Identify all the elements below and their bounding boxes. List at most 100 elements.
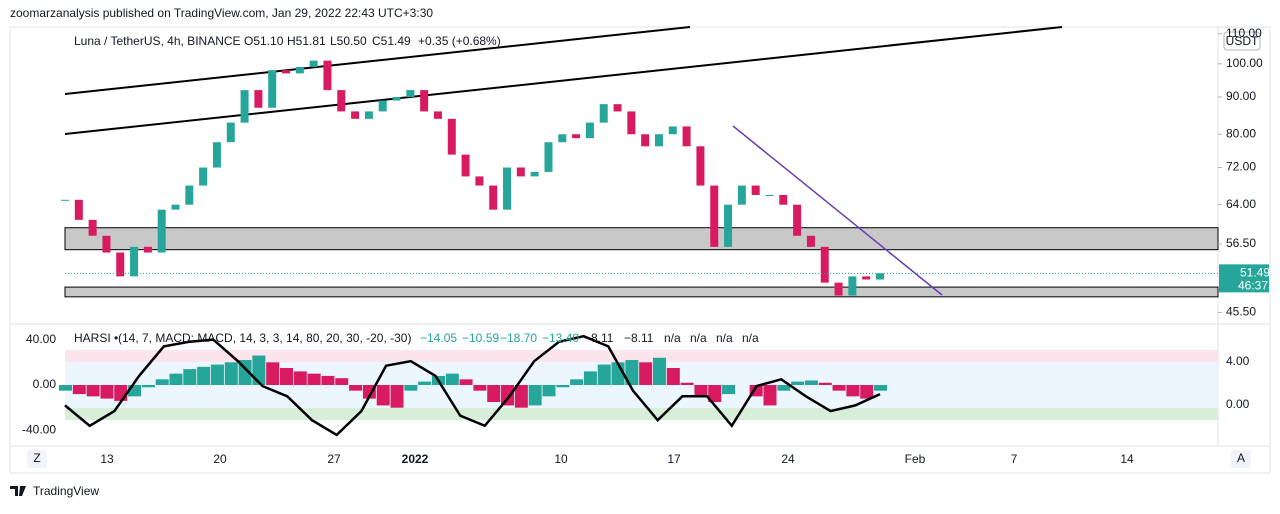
candle xyxy=(862,276,871,280)
histogram-bar xyxy=(708,385,722,403)
candle xyxy=(737,185,746,205)
candle xyxy=(74,199,83,220)
histogram-bar xyxy=(266,362,280,385)
time-tick-label: 14 xyxy=(1120,452,1134,466)
os-band xyxy=(65,408,1218,420)
candle xyxy=(351,111,360,119)
candle xyxy=(143,246,152,253)
histogram-bar xyxy=(114,385,128,401)
candle xyxy=(282,70,291,74)
histogram-bar xyxy=(224,362,238,385)
trend-line xyxy=(732,125,943,296)
candle xyxy=(765,194,774,196)
histogram-bar xyxy=(846,385,860,397)
candle xyxy=(820,246,829,283)
candle xyxy=(599,104,608,123)
candle xyxy=(88,219,97,236)
candle xyxy=(641,134,650,147)
histogram-bar xyxy=(874,385,887,391)
candle xyxy=(185,185,194,205)
histogram-bar xyxy=(777,385,791,391)
histogram-bar xyxy=(321,375,335,385)
time-tick-label: 17 xyxy=(667,452,681,466)
publisher: zoomarzanalysis published on TradingView… xyxy=(10,6,433,20)
candle xyxy=(530,171,539,177)
indicator-readout: −18.70 xyxy=(500,331,537,345)
indicator-readout: n/a xyxy=(690,331,707,345)
currency[interactable]: USDT xyxy=(1226,34,1259,48)
histogram-bar xyxy=(818,382,832,385)
auto-scale-button[interactable] xyxy=(1231,450,1251,468)
indicator-readout: −10.59 xyxy=(462,331,499,345)
button-label[interactable]: A xyxy=(1237,451,1245,465)
histogram-bar xyxy=(86,385,100,397)
indicator-tick-label: 40.00 xyxy=(26,332,56,346)
candle xyxy=(406,90,415,98)
histogram-bar xyxy=(666,367,680,385)
zone xyxy=(64,286,1219,298)
ohlc-open: O51.10 xyxy=(244,34,284,48)
candle xyxy=(572,134,581,139)
candle xyxy=(710,185,719,247)
symbol: Luna / TetherUS, 4h, BINANCE xyxy=(74,34,241,48)
indicator-right-label: 0.00 xyxy=(1226,397,1250,411)
histogram-bar xyxy=(155,379,169,385)
time-tick-label: 13 xyxy=(100,452,114,466)
histogram-bar xyxy=(722,385,736,395)
histogram-bar xyxy=(404,385,418,391)
zone xyxy=(64,227,1219,251)
indicator-readout: n/a xyxy=(664,331,681,345)
histogram-bar xyxy=(487,385,501,403)
price-tick-label: 64.00 xyxy=(1226,197,1256,211)
indicator-readout: −13.40 xyxy=(542,331,579,345)
histogram-bar xyxy=(597,364,611,385)
time-tick-label: 27 xyxy=(327,452,341,466)
candle xyxy=(433,111,442,119)
candle xyxy=(102,235,111,253)
histogram-bar xyxy=(583,371,597,385)
indicator-name: HARSI • xyxy=(74,331,118,345)
candle xyxy=(392,97,401,101)
last-price-label: 51.49 xyxy=(1240,266,1270,280)
candle xyxy=(171,204,180,210)
channel-line xyxy=(64,26,1063,135)
time-tick-label: 7 xyxy=(1011,452,1018,466)
indicator-readout: n/a xyxy=(742,331,759,345)
histogram-bar xyxy=(210,364,224,385)
auto-zoom-button[interactable] xyxy=(27,450,47,468)
candle xyxy=(199,167,208,186)
ob-band xyxy=(65,350,1218,362)
footer-brand: TradingView xyxy=(33,484,99,498)
candle xyxy=(378,100,387,112)
histogram-bar xyxy=(418,381,432,385)
candle xyxy=(116,252,125,277)
price-tick-label: 100.00 xyxy=(1226,56,1263,70)
ohlc-low: L50.50 xyxy=(330,34,367,48)
histogram-bar xyxy=(307,373,321,385)
histogram-bar xyxy=(473,385,487,391)
histogram-bar xyxy=(680,382,694,385)
histogram-bar xyxy=(72,385,86,395)
candle xyxy=(682,126,691,147)
logo-icon xyxy=(10,486,26,496)
histogram-bar xyxy=(280,367,294,385)
countdown: 46:37 xyxy=(1238,279,1268,293)
last-price-box xyxy=(1219,264,1269,293)
button-label[interactable]: Z xyxy=(33,451,40,465)
histogram-bar xyxy=(860,385,874,399)
histogram-bar xyxy=(804,380,818,385)
price-tick-label: 45.50 xyxy=(1226,305,1256,319)
price-tick-label: 72.00 xyxy=(1226,160,1256,174)
indicator-params: (14, 7, MACD: MACD, 14, 3, 3, 14, 80, 20… xyxy=(118,331,411,345)
histogram-bar xyxy=(128,385,142,397)
histogram-bar xyxy=(183,369,197,385)
time-tick-label: 2022 xyxy=(402,452,429,466)
histogram-bar xyxy=(763,385,777,406)
candle xyxy=(848,276,857,296)
candle xyxy=(461,154,470,177)
histogram-bar xyxy=(376,385,390,406)
currency-button[interactable] xyxy=(1223,31,1261,51)
histogram-bar xyxy=(639,362,653,385)
